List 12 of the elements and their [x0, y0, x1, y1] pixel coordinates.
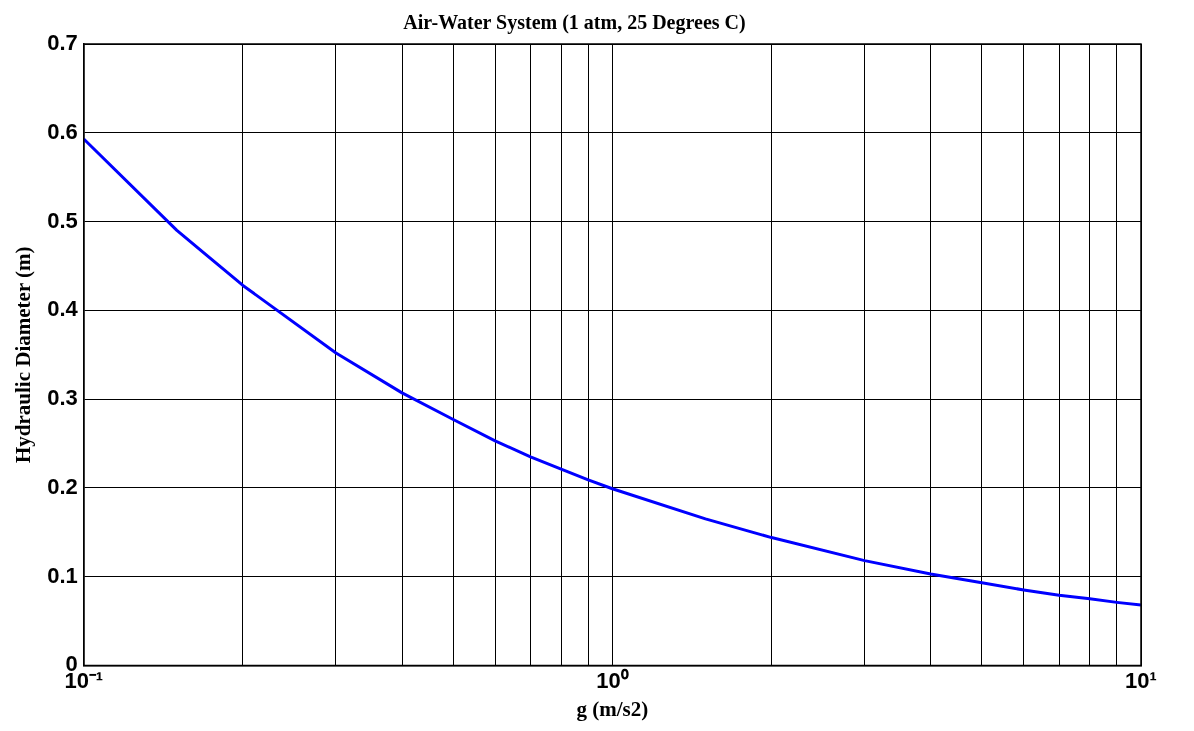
x-tick-label: 10¹	[1125, 667, 1157, 693]
y-tick-label: 0.6	[47, 118, 78, 144]
y-tick-label: 0.4	[47, 296, 79, 322]
y-tick-label: 0.2	[47, 473, 78, 499]
y-tick-label: 0.5	[47, 207, 78, 233]
x-tick-label: 10⁰	[596, 667, 629, 693]
y-tick-label: 0.1	[47, 562, 78, 588]
chart-title: Air-Water System (1 atm, 25 Degrees C)	[403, 11, 746, 35]
y-tick-label: 0.3	[47, 385, 78, 411]
x-axis-title: g (m/s2)	[576, 696, 649, 721]
y-axis-title: Hydraulic Diameter (m)	[11, 246, 36, 463]
y-tick-label: 0.7	[47, 30, 78, 56]
